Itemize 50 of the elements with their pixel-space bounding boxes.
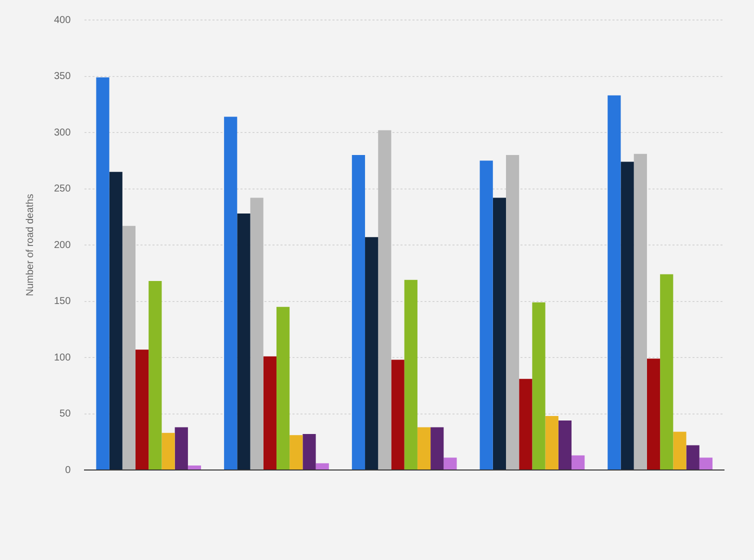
bar [148,281,162,470]
bar [430,427,444,470]
y-tick-label: 200 [54,240,72,251]
bar [263,356,276,470]
y-tick-label: 0 [65,464,72,476]
bar [188,466,202,470]
bar [290,435,303,470]
bar [224,116,238,470]
bar [316,463,329,470]
bar [506,155,520,470]
bar [492,198,506,470]
bar [174,427,188,470]
y-axis-title: Number of road deaths [24,194,36,296]
bar [673,432,686,470]
y-tick-label: 150 [54,296,72,307]
bar [122,226,136,470]
bar [545,416,558,470]
bar [96,77,110,470]
bar [109,172,122,470]
y-tick-label: 300 [54,127,72,138]
bar [391,360,404,470]
bar [444,458,457,470]
bar [237,214,250,470]
y-tick-label: 250 [54,184,72,194]
bar [572,455,585,470]
y-tick-label: 350 [54,71,72,82]
bar [136,350,149,470]
y-tick-label: 50 [60,408,72,420]
bar [480,160,493,470]
bar [162,432,175,470]
bar [417,427,431,470]
bar [352,155,366,470]
bar [699,458,712,470]
bar [608,95,621,470]
bar [620,162,634,470]
bar [276,306,290,470]
bar [250,198,264,470]
bar [519,378,532,470]
bar [365,237,378,470]
bar [532,302,546,470]
bar [302,434,316,470]
bar [686,445,700,470]
bar [660,274,674,470]
bar [404,280,418,470]
y-tick-label: 100 [54,352,72,364]
bar [558,420,572,470]
bar [378,130,392,470]
bar [646,358,660,470]
y-tick-label: 400 [54,14,72,26]
bar [634,154,647,470]
